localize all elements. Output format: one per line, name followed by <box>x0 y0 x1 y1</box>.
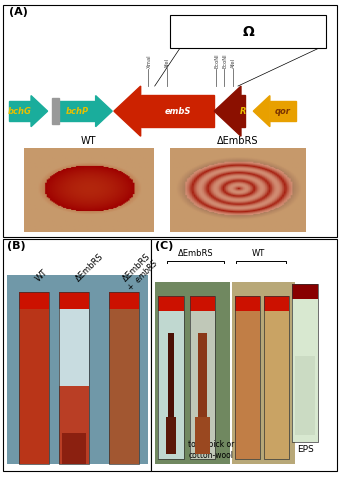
Text: (C): (C) <box>155 241 174 251</box>
Bar <box>109 292 139 464</box>
Bar <box>59 309 89 464</box>
Text: embS: embS <box>164 107 191 116</box>
Bar <box>166 417 176 454</box>
Text: ΔEmbRS: ΔEmbRS <box>178 249 213 258</box>
Bar <box>235 296 260 311</box>
Bar <box>232 282 295 464</box>
Bar <box>190 296 215 459</box>
Bar <box>235 296 260 459</box>
Bar <box>52 98 59 124</box>
Text: AfeI: AfeI <box>232 58 236 68</box>
Text: XmaI: XmaI <box>147 54 151 68</box>
Text: qor: qor <box>275 107 291 116</box>
Bar <box>170 15 326 48</box>
Bar <box>190 296 215 311</box>
Bar <box>190 311 215 459</box>
Text: ΔEmbRS: ΔEmbRS <box>74 251 106 283</box>
Text: ΔEmbRS: ΔEmbRS <box>217 136 259 146</box>
Bar <box>264 311 289 459</box>
Bar <box>19 292 49 464</box>
Text: bchG: bchG <box>8 107 32 116</box>
Bar <box>59 386 89 464</box>
Text: WT: WT <box>34 267 49 283</box>
Bar <box>3 239 151 471</box>
Polygon shape <box>253 96 270 127</box>
Text: EcoNI: EcoNI <box>223 54 228 68</box>
Bar <box>109 292 139 309</box>
Text: EPS: EPS <box>298 445 314 454</box>
Text: AfeI: AfeI <box>165 58 170 68</box>
Bar <box>59 292 89 309</box>
Text: R: R <box>240 107 246 116</box>
Bar <box>264 296 289 311</box>
Bar <box>292 299 318 442</box>
Bar <box>198 333 207 454</box>
Polygon shape <box>31 96 48 127</box>
Text: WT: WT <box>252 249 265 258</box>
Text: bchP: bchP <box>66 107 89 116</box>
Bar <box>241 95 245 128</box>
Bar <box>19 309 49 464</box>
Polygon shape <box>214 86 241 136</box>
Bar <box>59 292 89 464</box>
Text: Ω: Ω <box>242 24 254 39</box>
Bar <box>7 275 148 464</box>
Bar <box>151 239 337 471</box>
Bar <box>195 417 210 454</box>
Bar <box>235 311 260 459</box>
Text: +  embRS: + embRS <box>126 259 159 293</box>
Bar <box>264 296 289 459</box>
Text: EcoNI: EcoNI <box>215 54 219 68</box>
Text: ΔEmbRS: ΔEmbRS <box>121 251 152 283</box>
Bar <box>19 309 49 464</box>
Polygon shape <box>114 86 141 136</box>
Bar <box>19 292 49 309</box>
Bar <box>109 309 139 464</box>
Bar <box>158 296 184 311</box>
Bar <box>59 101 96 121</box>
Bar <box>63 433 86 464</box>
Bar <box>264 311 289 459</box>
Bar <box>155 282 230 464</box>
Bar <box>235 311 260 459</box>
Bar <box>3 5 337 237</box>
Text: toothpick or
cotton-wool: toothpick or cotton-wool <box>188 440 234 460</box>
Polygon shape <box>96 96 112 127</box>
Bar <box>292 284 318 442</box>
Bar <box>292 284 318 299</box>
Text: (B): (B) <box>7 241 26 251</box>
Text: WT: WT <box>81 136 96 146</box>
Bar <box>141 95 214 128</box>
Bar <box>295 356 316 435</box>
Bar <box>109 309 139 464</box>
Bar <box>158 296 184 459</box>
Bar <box>158 311 184 459</box>
Bar <box>168 333 174 454</box>
Bar <box>8 101 31 121</box>
Bar <box>270 101 296 121</box>
Text: (A): (A) <box>8 7 28 17</box>
